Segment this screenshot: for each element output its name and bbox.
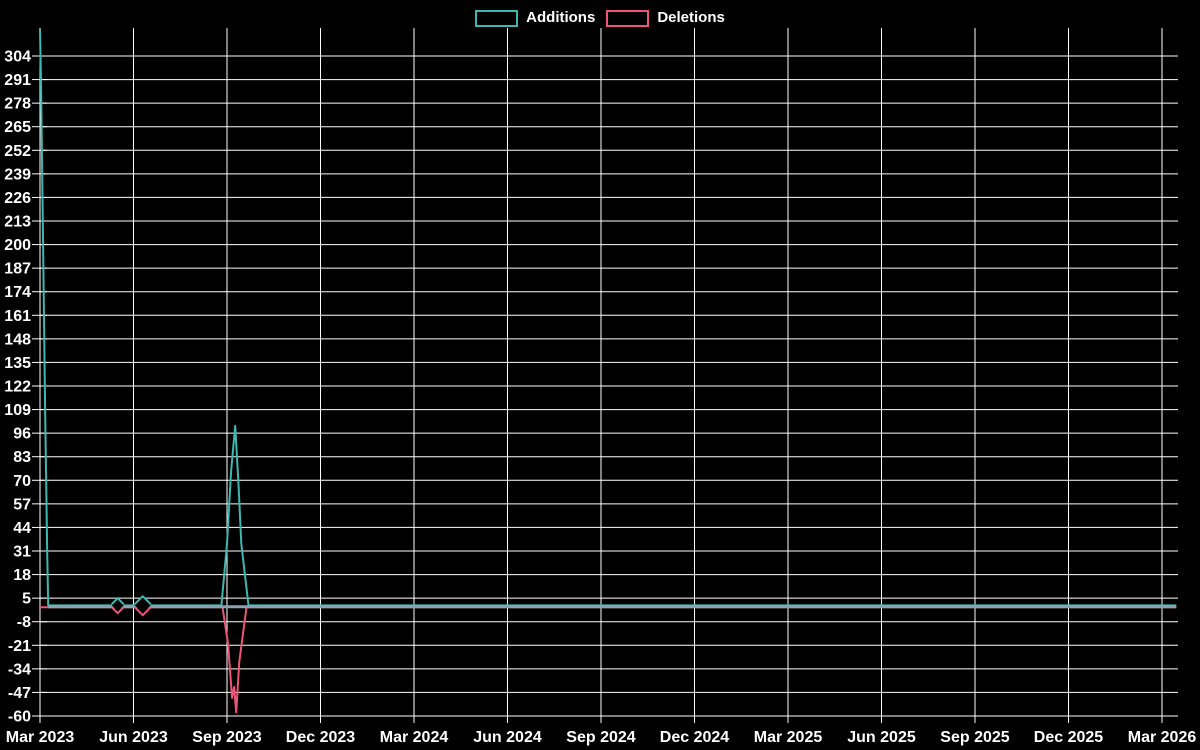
y-tick-label: -60 xyxy=(8,709,31,726)
legend-item-deletions: Deletions xyxy=(606,9,725,27)
point-marker-additions xyxy=(134,595,152,605)
y-tick-label: 135 xyxy=(4,355,31,372)
y-tick-label: 304 xyxy=(4,49,31,66)
x-tick-label: Sep 2024 xyxy=(566,729,635,746)
y-tick-label: -8 xyxy=(17,614,31,631)
y-tick-label: 122 xyxy=(4,379,31,396)
series-line-additions xyxy=(39,28,1177,607)
y-tick-label: 57 xyxy=(13,496,31,513)
x-tick-label: Jun 2024 xyxy=(473,729,542,746)
x-tick-label: Dec 2023 xyxy=(286,729,355,746)
legend-item-additions: Additions xyxy=(475,9,595,27)
y-tick-label: 96 xyxy=(13,426,31,443)
deletions-swatch-icon xyxy=(606,9,650,27)
point-marker-deletions xyxy=(110,606,125,615)
x-tick-label: Sep 2023 xyxy=(192,729,261,746)
y-tick-label: 226 xyxy=(4,190,31,207)
series-line-deletions xyxy=(40,606,1177,714)
y-tick-label: 187 xyxy=(4,261,31,278)
y-tick-label: 70 xyxy=(13,473,31,490)
legend-label-deletions: Deletions xyxy=(657,9,725,26)
x-tick-label: Mar 2025 xyxy=(754,729,823,746)
x-tick-label: Sep 2025 xyxy=(940,729,1009,746)
y-tick-label: 18 xyxy=(13,567,31,584)
y-tick-label: -21 xyxy=(8,638,31,655)
y-tick-label: 239 xyxy=(4,166,31,183)
y-tick-label: 200 xyxy=(4,237,31,254)
chart-legend: Additions Deletions xyxy=(0,9,1200,27)
y-tick-label: 31 xyxy=(13,544,31,561)
y-tick-label: -34 xyxy=(8,661,31,678)
x-tick-label: Mar 2026 xyxy=(1128,729,1197,746)
x-tick-label: Jun 2023 xyxy=(99,729,168,746)
y-tick-label: 5 xyxy=(22,591,31,608)
y-tick-label: 161 xyxy=(4,308,31,325)
x-tick-label: Dec 2024 xyxy=(660,729,729,746)
y-tick-label: 109 xyxy=(4,402,31,419)
y-tick-label: -47 xyxy=(8,685,31,702)
point-marker-additions xyxy=(110,597,125,605)
legend-label-additions: Additions xyxy=(526,9,596,26)
additions-swatch-icon xyxy=(475,9,519,27)
point-marker-deletions xyxy=(134,606,152,617)
y-tick-label: 265 xyxy=(4,119,31,136)
x-tick-label: Mar 2024 xyxy=(380,729,449,746)
y-tick-label: 83 xyxy=(13,449,31,466)
y-tick-label: 213 xyxy=(4,214,31,231)
y-tick-label: 252 xyxy=(4,143,31,160)
y-tick-label: 278 xyxy=(4,96,31,113)
y-tick-label: 174 xyxy=(4,284,31,301)
x-tick-label: Dec 2025 xyxy=(1034,729,1103,746)
y-tick-label: 291 xyxy=(4,72,31,89)
x-tick-label: Mar 2023 xyxy=(6,729,75,746)
y-tick-label: 148 xyxy=(4,331,31,348)
x-tick-label: Jun 2025 xyxy=(847,729,916,746)
y-tick-label: 44 xyxy=(13,520,31,537)
